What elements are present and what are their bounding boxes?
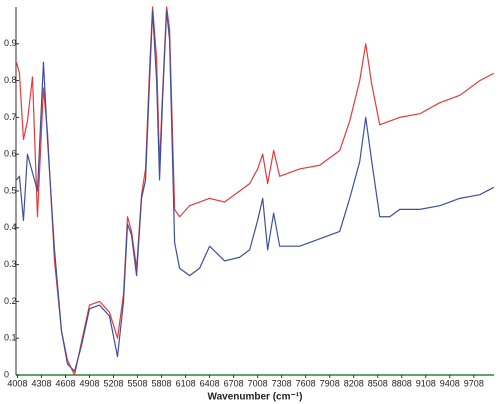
x-tick-label: 7308 bbox=[272, 378, 292, 388]
x-tick-label: 9708 bbox=[464, 378, 484, 388]
y-tick-label: 0.2 bbox=[4, 296, 17, 306]
y-tick-label: 0.1 bbox=[4, 333, 17, 343]
y-tick-label: 0.8 bbox=[4, 75, 17, 85]
spectrum-line bbox=[15, 6, 495, 376]
x-tick-label: 7908 bbox=[320, 378, 340, 388]
x-tick-label: 6708 bbox=[224, 378, 244, 388]
x-tick-label: 4308 bbox=[31, 378, 51, 388]
x-tick-label: 7608 bbox=[296, 378, 316, 388]
x-tick-label: 8808 bbox=[392, 378, 412, 388]
x-tick-label: 4008 bbox=[7, 378, 27, 388]
y-tick-label: 0.6 bbox=[4, 149, 17, 159]
x-axis-label: Wavenumber (cm⁻¹) bbox=[208, 392, 303, 403]
y-tick-label: 0.5 bbox=[4, 185, 17, 195]
x-tick-label: 5508 bbox=[128, 378, 148, 388]
spectrum-line bbox=[16, 10, 495, 372]
y-tick-label: 0.4 bbox=[4, 222, 17, 232]
y-tick-label: 0 bbox=[4, 369, 9, 379]
y-tick-label: 0.3 bbox=[4, 259, 17, 269]
x-tick-label: 8508 bbox=[368, 378, 388, 388]
x-tick-label: 4908 bbox=[79, 378, 99, 388]
x-tick-label: 6108 bbox=[176, 378, 196, 388]
x-tick-label: 6408 bbox=[200, 378, 220, 388]
x-tick-label: 7008 bbox=[248, 378, 268, 388]
x-tick-label: 4608 bbox=[55, 378, 75, 388]
x-tick-label: 9408 bbox=[440, 378, 460, 388]
y-tick-label: 0.7 bbox=[4, 112, 17, 122]
x-tick-label: 9108 bbox=[416, 378, 436, 388]
x-tick-label: 5208 bbox=[104, 378, 124, 388]
x-tick-label: 8208 bbox=[344, 378, 364, 388]
y-tick-label: 0.9 bbox=[4, 38, 17, 48]
x-tick-label: 5808 bbox=[152, 378, 172, 388]
